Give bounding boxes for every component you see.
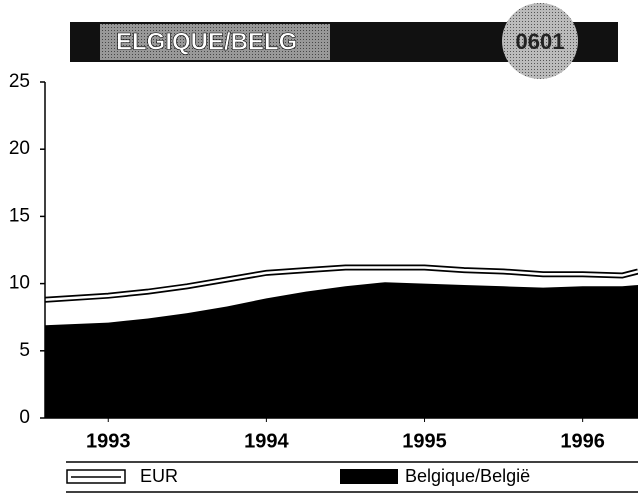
- badge: 0601: [516, 29, 565, 54]
- series-line: [44, 266, 638, 301]
- y-tick-label: 20: [9, 138, 30, 159]
- y-tick-label: 10: [9, 273, 30, 294]
- y-tick-label: 0: [19, 407, 30, 428]
- y-tick-label: 15: [9, 205, 30, 226]
- x-tick-label: 1996: [560, 430, 605, 452]
- y-tick-label: 5: [19, 340, 30, 361]
- x-tick-label: 1994: [244, 430, 289, 452]
- chart-title: ELGIQUE/BELG: [116, 28, 297, 55]
- legend-label: Belgique/België: [405, 466, 530, 486]
- y-tick-label: 25: [9, 71, 30, 92]
- x-tick-label: 1995: [402, 430, 447, 452]
- legend-swatch: [340, 469, 398, 484]
- title-bar-texture: [100, 24, 330, 60]
- legend-label: EUR: [140, 466, 178, 486]
- x-tick-label: 1993: [86, 430, 131, 452]
- series-area: [45, 282, 638, 418]
- badge-circle: [502, 3, 578, 79]
